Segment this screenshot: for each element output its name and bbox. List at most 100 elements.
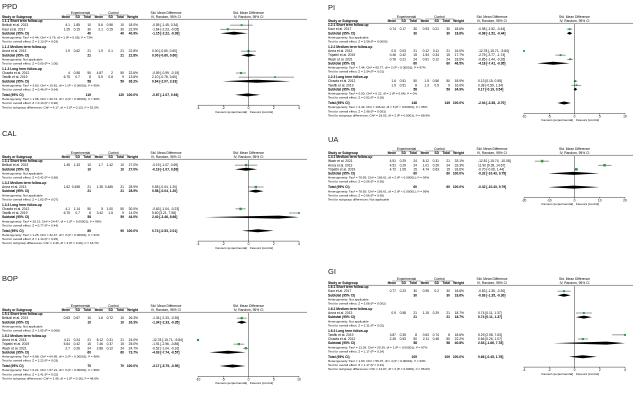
subtotal-exp-total: 60 (413, 172, 417, 176)
study-ci: 11.90 [9.39, 14.67] (478, 163, 505, 167)
subtotal-weight: 18.7% (455, 315, 464, 319)
exp-total: 50 (413, 337, 417, 341)
subtotal-exp-total: 40 (87, 31, 91, 35)
subgroup-label: 1.6.1 Short term follow-up (328, 285, 368, 289)
x-tick-label: -10 (522, 114, 527, 118)
study-estimate-box (574, 168, 578, 171)
exp-total: 8 (89, 75, 91, 79)
subgroup-note: Heterogeneity: Not applicable (2, 193, 43, 197)
subgroup-note: Heterogeneity: Not applicable (2, 57, 43, 61)
total-weight: 100.0% (127, 364, 138, 368)
exp-mean: 6.75 (64, 211, 71, 215)
ctrl-total: 9 (448, 83, 450, 87)
ctrl-mean: 2.86 (97, 346, 104, 350)
header-study: Study or Subgroup (328, 281, 358, 285)
exp-sd: 0.67 (74, 316, 81, 320)
forest-plot-ua: UA Experimental Control Std. Mean Differenc… (328, 135, 633, 206)
total-ci: 0.74 [-0.53, 2.01] (152, 229, 177, 233)
exp-mean: 4.1 (65, 207, 70, 211)
study-ci: -0.83 [-1.35, -0.30] (478, 289, 505, 293)
exp-sd: 0.42 (74, 342, 81, 346)
header-control: Control (108, 151, 119, 155)
exp-total: 15 (87, 342, 91, 346)
header-total: Total (83, 155, 91, 159)
ctrl-mean: 1.15 (423, 311, 430, 315)
study-weight: 18.5% (455, 57, 464, 61)
exp-sd: 0.26 (74, 346, 81, 350)
exp-mean: 0.5 (391, 49, 396, 53)
ctrl-total: 50 (120, 71, 124, 75)
exp-total: 24 (87, 346, 91, 350)
ctrl-sd: 0.21 (433, 27, 440, 31)
total-exp-total: 89 (87, 229, 91, 233)
subgroup-note: Test for overall effect: Z = 0.06 (P = 0… (328, 180, 384, 184)
ctrl-mean: 5.9 (98, 75, 103, 79)
exp-mean: 2.45 (390, 337, 397, 341)
exp-total: 10 (87, 23, 91, 27)
header-effect-plot: Std. Mean Difference (559, 277, 590, 281)
subtotal-weight: 100.0% (453, 172, 464, 176)
panel-title-gi: GI (328, 267, 336, 276)
ctrl-sd: 0.31 (107, 338, 114, 342)
exp-total: 21 (413, 49, 417, 53)
subtotal-diamond (573, 87, 578, 91)
overall-note: Test for subgroup differences: Not appli… (328, 198, 389, 202)
subtotal-label: Subtotal (95% CI) (2, 167, 29, 171)
ctrl-total: 15 (120, 342, 124, 346)
study-ci: 2.10 [-0.78, 3.60] (152, 75, 177, 79)
subgroup-note: Test for overall effect: Z = 2.22 (P = 0… (2, 359, 58, 363)
total-ctrl-total: 70 (120, 364, 124, 368)
exp-sd: 0.62 (74, 49, 81, 53)
study-weight: 33.3% (455, 163, 464, 167)
ctrl-sd: 0.12 (433, 57, 440, 61)
header-mean: Mean (62, 155, 70, 159)
study-name: Tripathi et al. 2019 (328, 53, 355, 57)
ctrl-total: 21 (446, 159, 450, 163)
subtotal-label: Subtotal (95% CI) (2, 320, 29, 324)
x-tick-label: -4 (197, 106, 200, 110)
x-tick-label: 4 (298, 106, 300, 110)
subtotal-diamond (553, 341, 625, 345)
header-total: Total (409, 281, 417, 285)
ctrl-mean: 1.7 (98, 163, 103, 167)
exp-sd: 0.29 (400, 159, 407, 163)
x-tick-label: 10 (297, 377, 301, 381)
header-weight: Weight (127, 15, 139, 19)
study-weight: 27.0% (129, 163, 138, 167)
header-total: Total (116, 155, 124, 159)
header-effect-ci: Std. Mean Difference (151, 304, 182, 308)
study-estimate-box (575, 84, 578, 87)
header-experimental: Experimental (397, 15, 417, 19)
x-tick-label: 4 (624, 368, 626, 372)
exp-mean: 0.74 (390, 27, 397, 31)
total-diamond (234, 93, 261, 97)
header-experimental: Experimental (71, 304, 91, 308)
study-estimate-box (581, 337, 584, 341)
subtotal-label: Subtotal (95% CI) (2, 79, 29, 83)
header-total: Total (409, 19, 417, 23)
ctrl-sd: 0.29 (433, 311, 440, 315)
header-effect-ci: Std. Mean Difference (477, 147, 508, 151)
total-weight: 100.0% (127, 229, 138, 233)
subtotal-exp-total: 30 (413, 293, 417, 297)
subtotal-label: Subtotal (95% CI) (2, 215, 29, 219)
study-weight: 14.0% (129, 211, 138, 215)
ctrl-mean: 0.12 (423, 49, 430, 53)
exp-total: 8 (415, 333, 417, 337)
subtotal-weight: 44.0% (129, 215, 138, 219)
x-tick-label: 20 (623, 198, 627, 202)
subgroup-note: Heterogeneity: Tau² = 78.55; Chi² = 156.… (328, 176, 429, 180)
subtotal-ctrl-total: 60 (120, 350, 124, 354)
subtotal-weight: 40.9% (129, 31, 138, 35)
header-effect-ci: Std. Mean Difference (151, 151, 182, 155)
exp-sd: 0.23 (400, 289, 407, 293)
ctrl-sd: 0.8 (108, 75, 113, 79)
exp-sd: 1.14 (74, 207, 81, 211)
study-weight: 26.3% (129, 316, 138, 320)
ctrl-total: 50 (446, 79, 450, 83)
study-estimate-box (274, 76, 276, 78)
subgroup-note: Heterogeneity: Tau² = 13.26; Chi² = 29.3… (328, 345, 428, 349)
study-ci: -0.85 [-1.44, -0.26] (478, 57, 505, 61)
subtotal-weight: 28.9% (129, 189, 138, 193)
header-mean: Mean (95, 308, 103, 312)
